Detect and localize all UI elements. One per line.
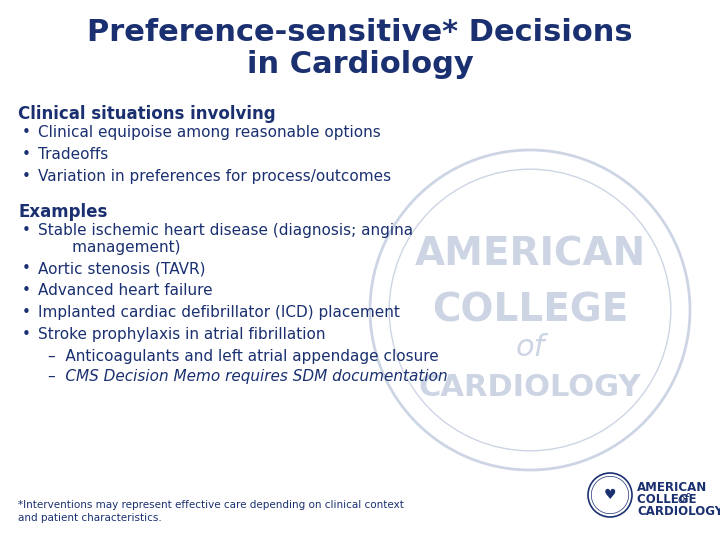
Text: Advanced heart failure: Advanced heart failure [38,283,212,298]
Text: AMERICAN: AMERICAN [415,236,646,274]
Text: –  CMS Decision Memo requires SDM documentation: – CMS Decision Memo requires SDM documen… [48,369,448,384]
Text: in Cardiology: in Cardiology [247,50,473,79]
Text: •: • [22,169,31,184]
Text: •: • [22,125,31,140]
Text: Stroke prophylaxis in atrial fibrillation: Stroke prophylaxis in atrial fibrillatio… [38,327,325,342]
Text: Clinical situations involving: Clinical situations involving [18,105,276,123]
Text: •: • [22,223,31,238]
Text: of: of [516,334,545,362]
Text: Clinical equipoise among reasonable options: Clinical equipoise among reasonable opti… [38,125,381,140]
Text: Tradeoffs: Tradeoffs [38,147,108,162]
Text: –  Anticoagulants and left atrial appendage closure: – Anticoagulants and left atrial appenda… [48,349,438,364]
Text: Examples: Examples [18,203,107,221]
Text: Aortic stenosis (TAVR): Aortic stenosis (TAVR) [38,261,205,276]
Text: COLLEGE: COLLEGE [432,291,628,329]
Text: Stable ischemic heart disease (diagnosis; angina
       management): Stable ischemic heart disease (diagnosis… [38,223,413,255]
Text: of: of [677,493,688,506]
Text: COLLEGE: COLLEGE [637,493,701,506]
Text: Implanted cardiac defibrillator (ICD) placement: Implanted cardiac defibrillator (ICD) pl… [38,305,400,320]
Text: *Interventions may represent effective care depending on clinical context
and pa: *Interventions may represent effective c… [18,500,404,523]
Text: •: • [22,305,31,320]
Text: CARDIOLOGY: CARDIOLOGY [637,505,720,518]
Text: ♥: ♥ [604,488,616,502]
Text: CARDIOLOGY: CARDIOLOGY [419,374,642,402]
Text: •: • [22,283,31,298]
Text: •: • [22,147,31,162]
Text: Variation in preferences for process/outcomes: Variation in preferences for process/out… [38,169,391,184]
Text: •: • [22,327,31,342]
Text: Preference-sensitive* Decisions: Preference-sensitive* Decisions [87,18,633,47]
Text: •: • [22,261,31,276]
Text: AMERICAN: AMERICAN [637,481,707,494]
